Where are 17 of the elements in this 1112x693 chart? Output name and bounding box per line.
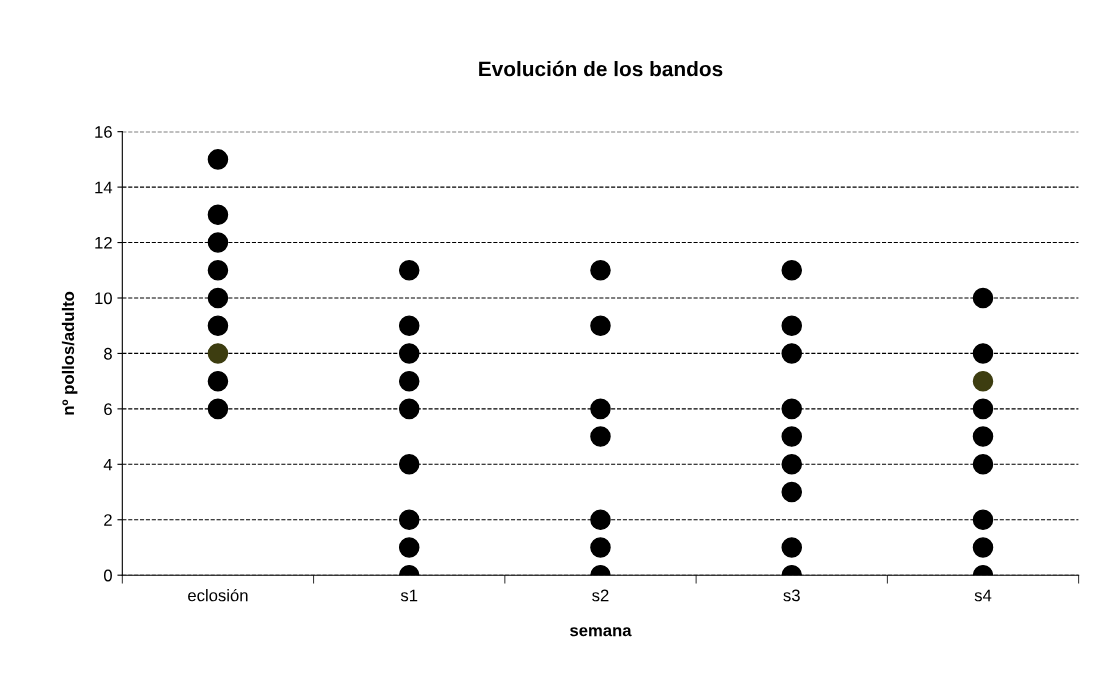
y-tick-label: 12 (95, 236, 112, 249)
y-tick-label: 6 (104, 403, 112, 416)
y-tick-label: 0 (103, 569, 112, 582)
y-tick-label: 16 (95, 126, 112, 138)
y-tick-label: 10 (95, 292, 112, 305)
y-tick-label: 14 (95, 181, 113, 194)
chart-title: Evolución de los bandos (479, 60, 723, 77)
y-tick-label: 4 (103, 458, 113, 471)
x-tick-label: s3 (783, 589, 800, 602)
x-tick-label: s2 (592, 589, 609, 602)
y-axis-title: nº pollos/adulto (61, 291, 78, 415)
x-axis-title: semana (570, 627, 632, 637)
y-tick-label: 2 (104, 514, 112, 526)
x-tick-label: s1 (400, 589, 418, 602)
x-tick-label: s4 (974, 589, 992, 602)
y-tick-label: 8 (104, 347, 112, 360)
x-tick-label: eclosión (188, 588, 248, 602)
